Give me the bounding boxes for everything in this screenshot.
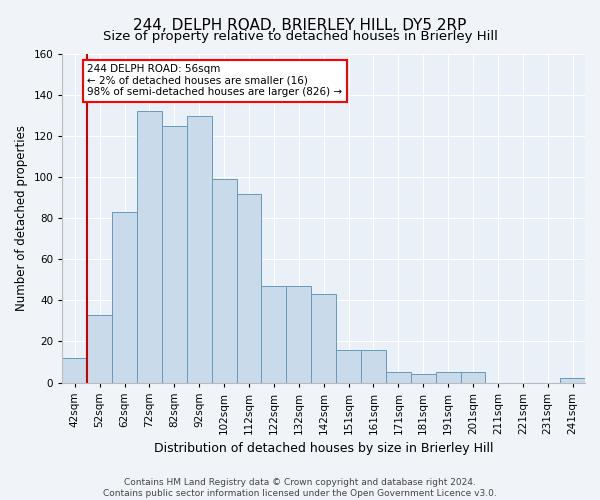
Bar — [461, 372, 485, 382]
Bar — [361, 350, 386, 382]
Bar — [112, 212, 137, 382]
Text: 244, DELPH ROAD, BRIERLEY HILL, DY5 2RP: 244, DELPH ROAD, BRIERLEY HILL, DY5 2RP — [133, 18, 467, 32]
Text: 244 DELPH ROAD: 56sqm
← 2% of detached houses are smaller (16)
98% of semi-detac: 244 DELPH ROAD: 56sqm ← 2% of detached h… — [87, 64, 343, 98]
Bar — [187, 116, 212, 382]
Bar — [162, 126, 187, 382]
Bar — [560, 378, 585, 382]
Bar — [411, 374, 436, 382]
Bar — [311, 294, 336, 382]
Bar — [286, 286, 311, 382]
Bar — [212, 179, 236, 382]
Bar — [87, 315, 112, 382]
Bar — [262, 286, 286, 382]
Bar — [137, 112, 162, 382]
X-axis label: Distribution of detached houses by size in Brierley Hill: Distribution of detached houses by size … — [154, 442, 493, 455]
Bar — [386, 372, 411, 382]
Bar — [336, 350, 361, 382]
Bar — [236, 194, 262, 382]
Bar — [436, 372, 461, 382]
Text: Size of property relative to detached houses in Brierley Hill: Size of property relative to detached ho… — [103, 30, 497, 43]
Y-axis label: Number of detached properties: Number of detached properties — [15, 126, 28, 312]
Bar — [62, 358, 87, 382]
Text: Contains HM Land Registry data © Crown copyright and database right 2024.
Contai: Contains HM Land Registry data © Crown c… — [103, 478, 497, 498]
